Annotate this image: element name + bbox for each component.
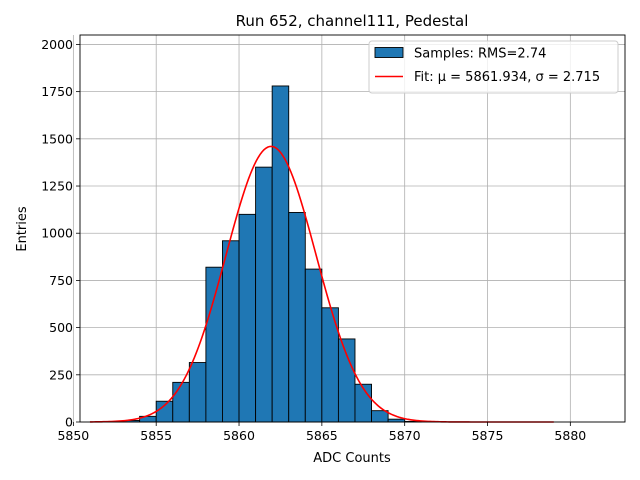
legend-swatch-samples — [374, 47, 404, 58]
legend-label-samples: Samples: RMS=2.74 — [414, 47, 546, 62]
y-tick-label: 750 — [49, 273, 73, 288]
y-axis-label: Entries — [15, 206, 30, 252]
x-tick-label: 5865 — [306, 428, 338, 443]
x-axis-label: ADC Counts — [313, 451, 391, 466]
x-axis-ticks: 5850 5855 5860 5865 5870 5875 5880 — [57, 422, 586, 443]
x-tick-label: 5860 — [223, 428, 255, 443]
y-tick-label: 1750 — [41, 84, 73, 99]
y-tick-label: 1000 — [41, 226, 73, 241]
histogram-bar — [304, 268, 323, 423]
y-tick-label: 2000 — [41, 37, 73, 52]
histogram-bar — [288, 212, 306, 423]
y-tick-label: 500 — [49, 320, 73, 335]
y-axis-ticks: 0 250 500 750 1000 1250 1500 1750 2000 — [41, 37, 80, 430]
x-tick-label: 5850 — [57, 428, 89, 443]
histogram-bars — [106, 85, 422, 423]
legend: Samples: RMS=2.74 Fit: μ = 5861.934, σ =… — [368, 40, 619, 94]
histogram-bar — [271, 85, 290, 423]
plot-frame — [79, 34, 626, 423]
y-tick-label: 250 — [49, 367, 73, 382]
x-tick-label: 5855 — [140, 428, 172, 443]
y-tick-label: 1250 — [41, 179, 73, 194]
y-tick-label: 1500 — [41, 131, 73, 146]
x-tick-label: 5880 — [554, 428, 586, 443]
y-tick-label: 0 — [65, 415, 73, 430]
x-tick-label: 5875 — [472, 428, 504, 443]
x-tick-label: 5870 — [389, 428, 421, 443]
histogram-bar — [354, 383, 373, 423]
histogram-bar — [188, 362, 207, 423]
chart-title: Run 652, channel111, Pedestal — [236, 12, 469, 30]
histogram-bar — [238, 213, 257, 423]
histogram-bar — [371, 410, 389, 423]
histogram-bar — [222, 240, 240, 423]
legend-box — [368, 40, 619, 94]
grid-lines — [72, 35, 625, 423]
histogram-bar — [205, 266, 223, 423]
histogram-bar — [337, 338, 356, 423]
histogram-bar — [172, 381, 190, 423]
legend-label-fit: Fit: μ = 5861.934, σ = 2.715 — [414, 70, 600, 85]
histogram-bar — [255, 166, 273, 423]
